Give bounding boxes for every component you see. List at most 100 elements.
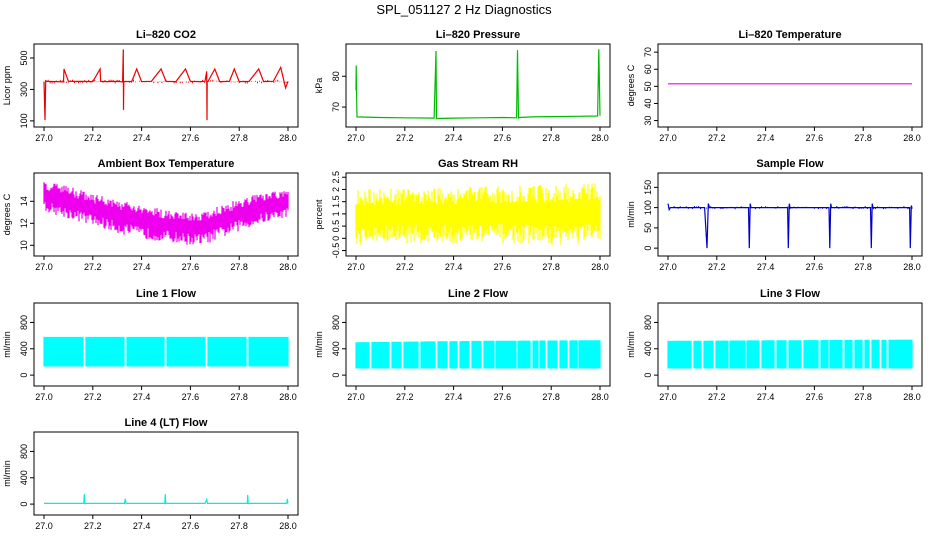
y-tick-label: 400 — [331, 341, 341, 356]
y-tick-label: -0.5 — [331, 243, 341, 259]
panel-title: Line 3 Flow — [760, 288, 820, 300]
x-tick-label: 27.2 — [84, 133, 102, 143]
chart-panel-temperature: Li–820 Temperature degrees C 27.0 27.2 27.4 2… — [626, 29, 923, 143]
y-tick-label: 50 — [643, 223, 653, 233]
chart-panel-line2: Line 2 Flow ml/min 27.0 27.2 27.4 27.6 27.8 28.… — [314, 288, 611, 402]
plot-frame — [345, 302, 611, 387]
x-tick-label: 28.0 — [903, 133, 921, 143]
x-tick-label: 27.0 — [659, 262, 677, 272]
series-band-0 — [43, 182, 289, 245]
series-band-0 — [667, 339, 913, 369]
series-line-0 — [667, 203, 913, 249]
y-tick-label: 400 — [643, 341, 653, 356]
plot-frame — [657, 302, 923, 387]
x-tick-label: 27.6 — [182, 392, 200, 402]
x-tick-label: 27.2 — [396, 133, 414, 143]
x-tick-label: 27.0 — [659, 392, 677, 402]
y-tick-label: 10 — [19, 240, 29, 250]
figure-title: SPL_051127 2 Hz Diagnostics — [376, 2, 552, 17]
chart-panel-gas_rh: Gas Stream RH percent 27.0 27.2 27.4 27.6 27.8… — [314, 158, 611, 272]
y-tick-label: 400 — [19, 470, 29, 485]
chart-panel-co2: Li–820 CO2 Licor ppm 27.0 27.2 27.4 27.6 27.8 2… — [2, 29, 299, 143]
x-tick-label: 27.4 — [757, 133, 775, 143]
y-tick-label: 70 — [331, 102, 341, 112]
x-tick-label: 27.2 — [84, 392, 102, 402]
x-tick-label: 27.6 — [494, 262, 512, 272]
y-tick-label: 1.5 — [331, 195, 341, 208]
y-tick-label: 1 — [331, 211, 341, 216]
x-tick-label: 27.4 — [133, 392, 151, 402]
y-axis-label: ml/min — [626, 331, 636, 358]
series-noise-0 — [43, 79, 289, 84]
panel-title: Li–820 Temperature — [738, 29, 841, 41]
y-tick-label: 40 — [643, 98, 653, 108]
x-tick-label: 27.0 — [35, 392, 53, 402]
x-tick-label: 27.2 — [84, 262, 102, 272]
x-tick-label: 27.2 — [708, 133, 726, 143]
plot-frame — [33, 172, 299, 257]
series-noise-0 — [667, 206, 913, 210]
y-axis-label: ml/min — [626, 201, 636, 228]
x-tick-label: 27.4 — [133, 521, 151, 531]
chart-panel-sample_flow: Sample Flow ml/min 27.0 27.2 27.4 27.6 27.8 28.… — [626, 158, 923, 272]
y-tick-label: 50 — [643, 81, 653, 91]
panel-title: Line 1 Flow — [136, 288, 196, 300]
chart-panel-line3: Line 3 Flow ml/min 27.0 27.2 27.4 27.6 27.8 28.… — [626, 288, 923, 402]
x-tick-label: 27.0 — [347, 262, 365, 272]
x-tick-label: 27.8 — [542, 392, 560, 402]
x-tick-label: 27.6 — [806, 262, 824, 272]
x-tick-label: 27.6 — [806, 392, 824, 402]
x-tick-label: 27.4 — [757, 262, 775, 272]
y-tick-label: 14 — [19, 196, 29, 206]
series-band-0 — [43, 336, 289, 367]
plot-frame — [657, 43, 923, 128]
chart-panel-ambient_box: Ambient Box Temperature degrees C 27.0 27.2… — [2, 158, 299, 272]
chart-panel-line4: Line 4 (LT) Flow ml/min 27.0 27.2 27.4 27.6 27… — [2, 417, 299, 531]
series-line-0 — [355, 49, 601, 120]
y-tick-label: 0.5 — [331, 220, 341, 233]
y-tick-label: 70 — [643, 47, 653, 57]
x-tick-label: 27.2 — [708, 392, 726, 402]
x-tick-label: 27.0 — [659, 133, 677, 143]
plot-frame — [33, 43, 299, 128]
panel-title: Line 2 Flow — [448, 288, 508, 300]
x-tick-label: 27.6 — [182, 521, 200, 531]
y-tick-label: 100 — [19, 113, 29, 128]
series-band-0 — [355, 340, 601, 369]
y-tick-label: 300 — [19, 82, 29, 97]
x-tick-label: 27.4 — [133, 133, 151, 143]
x-tick-label: 28.0 — [279, 262, 297, 272]
y-axis-label: kPa — [314, 78, 324, 94]
x-tick-label: 27.8 — [230, 392, 248, 402]
y-tick-label: 0 — [19, 373, 29, 378]
x-tick-label: 28.0 — [903, 392, 921, 402]
x-tick-label: 27.4 — [445, 262, 463, 272]
panel-title: Li–820 CO2 — [136, 29, 196, 41]
plot-frame — [33, 302, 299, 387]
chart-panel-pressure: Li–820 Pressure kPa 27.0 27.2 27.4 27.6 27.8 28… — [314, 29, 611, 143]
y-tick-label: 30 — [643, 116, 653, 126]
x-tick-label: 27.4 — [757, 392, 775, 402]
y-tick-label: 0 — [331, 373, 341, 378]
y-tick-label: 800 — [331, 315, 341, 330]
x-tick-label: 27.2 — [708, 262, 726, 272]
y-tick-label: 500 — [19, 50, 29, 65]
panel-title: Gas Stream RH — [438, 158, 518, 170]
y-tick-label: 80 — [331, 71, 341, 81]
x-tick-label: 28.0 — [591, 262, 609, 272]
x-tick-label: 27.8 — [854, 262, 872, 272]
y-tick-label: 800 — [19, 444, 29, 459]
panel-title: Sample Flow — [756, 158, 824, 170]
y-tick-label: 60 — [643, 64, 653, 74]
x-tick-label: 27.2 — [396, 392, 414, 402]
y-tick-label: 0 — [19, 502, 29, 507]
x-tick-label: 27.2 — [396, 262, 414, 272]
y-axis-label: ml/min — [314, 331, 324, 358]
x-tick-label: 27.6 — [494, 133, 512, 143]
y-axis-label: ml/min — [2, 460, 12, 487]
x-tick-label: 27.6 — [182, 262, 200, 272]
y-axis-label: ml/min — [2, 331, 12, 358]
x-tick-label: 27.6 — [806, 133, 824, 143]
plot-frame — [345, 172, 611, 257]
